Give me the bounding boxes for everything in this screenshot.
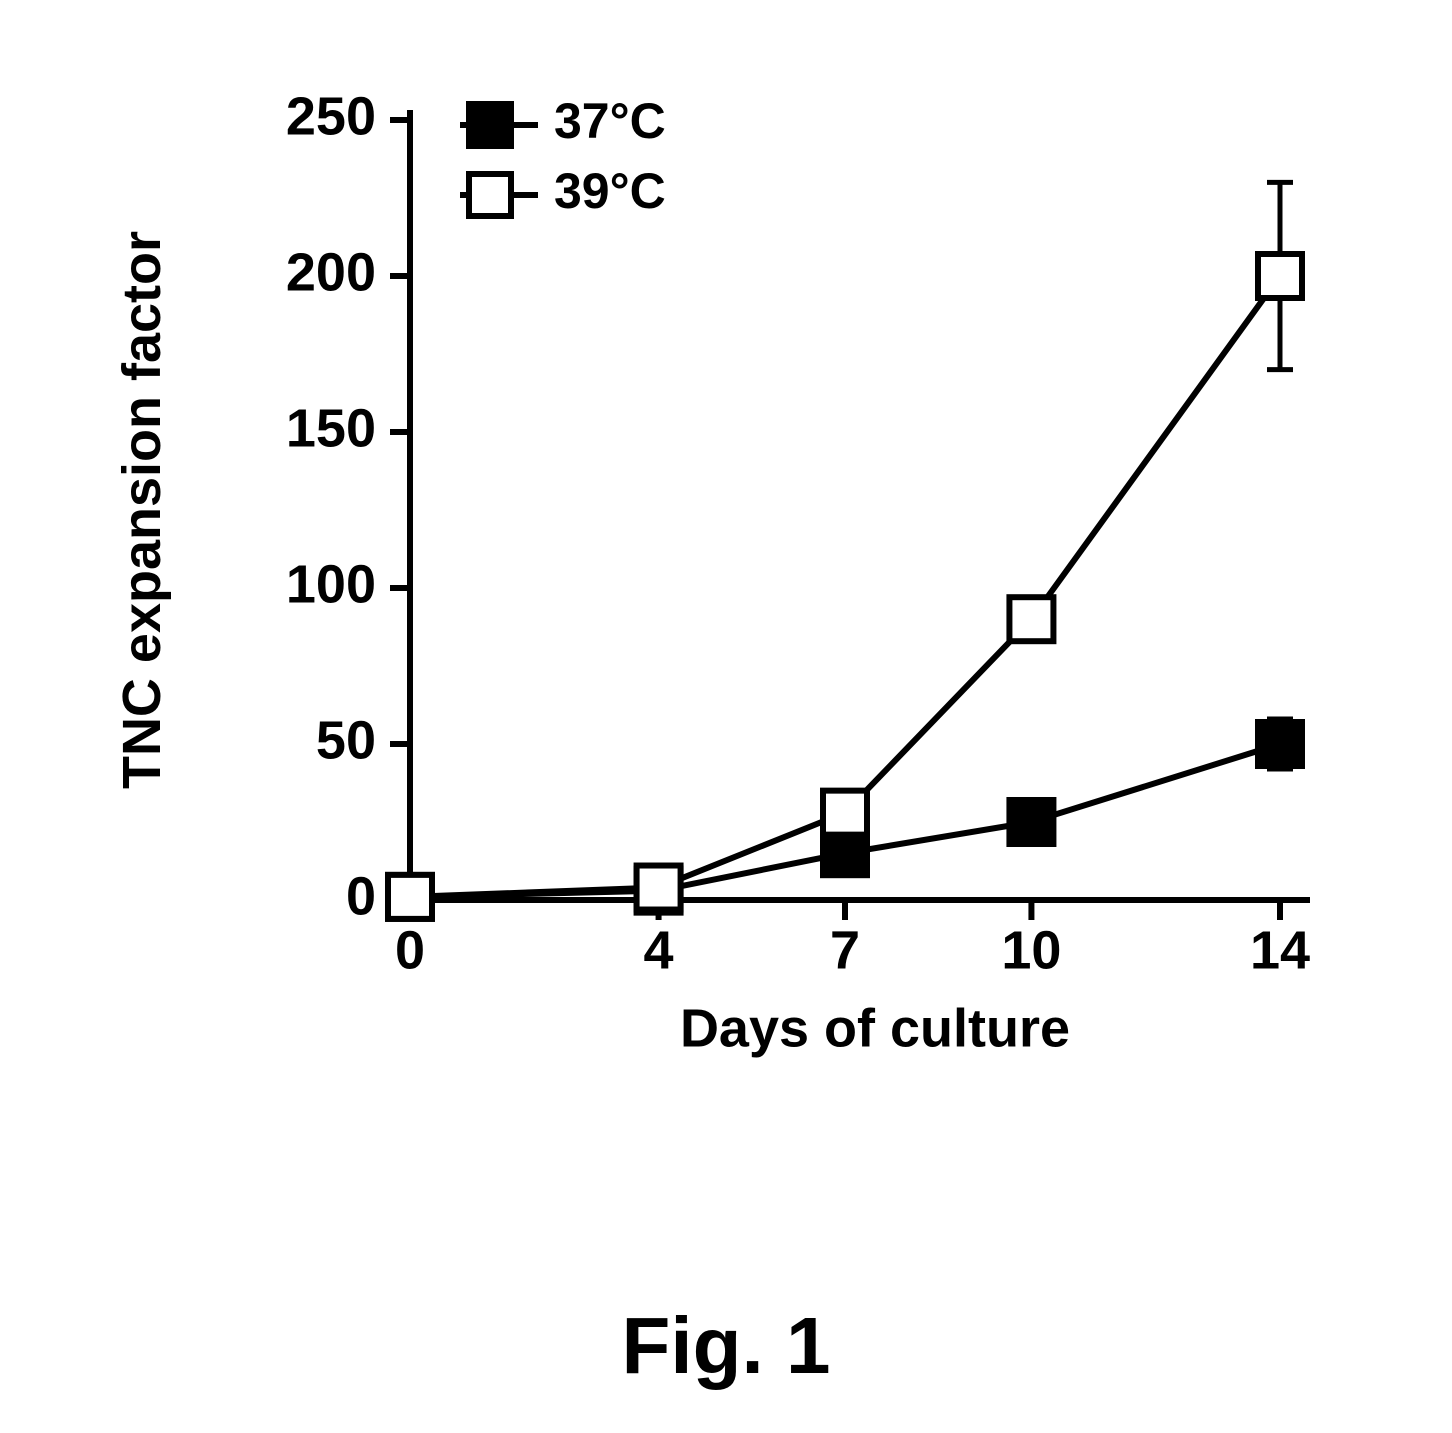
x-tick-label: 4 bbox=[644, 920, 674, 980]
x-tick-label: 10 bbox=[1001, 920, 1061, 980]
series-marker bbox=[1258, 722, 1302, 766]
x-axis-label: Days of culture bbox=[680, 998, 1070, 1058]
y-tick-label: 100 bbox=[286, 554, 376, 614]
series-marker bbox=[823, 791, 867, 835]
x-tick-label: 0 bbox=[395, 920, 425, 980]
chart-container: 0 50 100 150 200 250 0 4 7 10 14 Days of culture TNC… bbox=[100, 80, 1352, 1180]
y-tick-label: 250 bbox=[286, 86, 376, 146]
x-tick-label: 7 bbox=[830, 920, 860, 980]
series-marker bbox=[637, 866, 681, 910]
series-marker bbox=[388, 875, 432, 919]
series-marker bbox=[1009, 597, 1053, 641]
legend-label: 37°C bbox=[554, 93, 666, 149]
series-marker bbox=[823, 831, 867, 875]
line-chart: 0 50 100 150 200 250 0 4 7 10 14 Days of culture TNC… bbox=[100, 80, 1352, 1180]
y-tick-label: 50 bbox=[316, 710, 376, 770]
legend-label: 39°C bbox=[554, 163, 666, 219]
figure-caption: Fig. 1 bbox=[0, 1300, 1452, 1392]
series-marker bbox=[1258, 254, 1302, 298]
y-tick-label: 200 bbox=[286, 242, 376, 302]
y-axis-label: TNC expansion factor bbox=[112, 231, 172, 789]
y-tick-label: 0 bbox=[346, 866, 376, 926]
y-tick-label: 150 bbox=[286, 398, 376, 458]
x-tick-label: 14 bbox=[1250, 920, 1310, 980]
series-marker bbox=[1009, 800, 1053, 844]
